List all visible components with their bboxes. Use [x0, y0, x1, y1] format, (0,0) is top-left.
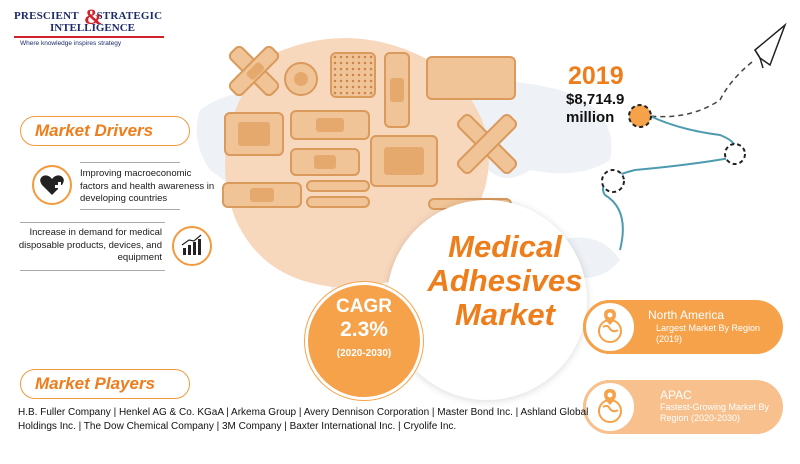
market-players-list: H.B. Fuller Company | Henkel AG & Co. KG…	[18, 407, 589, 432]
bandage-rectangle	[426, 56, 516, 100]
bandage-strip	[290, 110, 370, 140]
bandage-square-dotted	[330, 52, 376, 98]
bandage-thin-2	[306, 196, 370, 208]
globe-pin-icon	[583, 380, 637, 434]
bandage-round	[284, 62, 318, 96]
logo-rule	[14, 36, 164, 38]
driver-item-1: Improving macroeconomic factors and heal…	[80, 168, 215, 204]
bandage-long-vertical	[384, 52, 410, 128]
divider	[80, 162, 180, 163]
heart-plus-icon	[32, 165, 72, 205]
market-size-value: $8,714.9	[566, 91, 625, 108]
divider	[20, 270, 165, 271]
logo-word-2: INTELLIGENCE	[50, 22, 135, 34]
paper-plane-path	[601, 22, 787, 251]
region-name: APAC	[660, 388, 692, 402]
market-players-heading: Market Players	[20, 369, 190, 399]
divider	[20, 222, 165, 223]
bandage-strip-small	[290, 148, 360, 176]
logo-word-1: PRESCIENT STRATEGIC	[14, 10, 163, 22]
market-drivers-heading: Market Drivers	[20, 116, 190, 146]
market-size-unit: million	[566, 109, 615, 126]
bandage-thin-1	[306, 180, 370, 192]
globe-pin-icon	[583, 300, 637, 354]
cagr-period: (2020-2030)	[336, 348, 392, 359]
divider	[80, 209, 180, 210]
cagr-value: 2.3%	[340, 318, 388, 341]
page-title: Medical Adhesives Market	[427, 229, 583, 332]
region-name: North America	[648, 308, 725, 322]
title-circle	[387, 200, 587, 400]
region-description: Fastest-Growing Market By Region (2020-2…	[660, 402, 770, 423]
logo-tagline: Where knowledge inspires strategy	[20, 40, 122, 47]
logo-ampersand: &	[84, 4, 103, 29]
company-logo: PRESCIENT STRATEGIC & INTELLIGENCE Where…	[14, 4, 164, 54]
cagr-label: CAGR	[336, 296, 392, 317]
bandage-square-pad	[224, 112, 284, 156]
bandage-large-pad	[370, 135, 438, 187]
growth-chart-icon	[172, 226, 212, 266]
market-size-year: 2019	[568, 62, 624, 90]
region-description: Largest Market By Region (2019)	[656, 323, 761, 344]
driver-item-2: Increase in demand for medical disposabl…	[18, 227, 162, 263]
bandage-strip-bottom	[222, 182, 302, 208]
cagr-badge	[305, 282, 423, 400]
